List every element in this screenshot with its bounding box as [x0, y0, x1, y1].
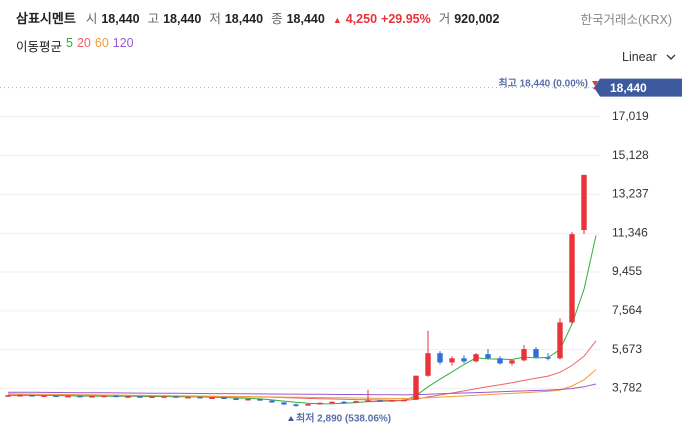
moving-average-line — [7, 340, 597, 401]
change-pct: +29.95% — [381, 12, 431, 26]
candle-body — [485, 354, 491, 359]
candle-body — [557, 322, 563, 359]
scale-mode[interactable]: Linear — [622, 50, 657, 64]
candle-body — [257, 398, 263, 401]
candle-body — [365, 400, 371, 402]
candle-body — [77, 395, 83, 398]
candle-body — [401, 399, 407, 402]
candle-body — [197, 396, 203, 399]
moving-average-line — [7, 235, 597, 405]
candle-body — [509, 360, 515, 364]
candle-body — [341, 401, 347, 404]
field-label: 종 — [271, 12, 283, 26]
moving-average-line — [7, 369, 597, 400]
volume: 920,002 — [454, 12, 500, 26]
candle-body — [329, 401, 335, 404]
candle-body — [269, 400, 275, 403]
y-tick-label: 15,128 — [612, 148, 649, 162]
low-annotation: 최저 2,890 (538.06%) — [296, 412, 391, 425]
y-tick-label: 7,564 — [612, 303, 642, 317]
candle-body — [533, 349, 539, 358]
candle-body — [29, 395, 35, 397]
field-value: 18,440 — [286, 12, 325, 26]
candle-body — [497, 358, 503, 364]
candle-body — [53, 395, 59, 397]
y-tick-label: 11,346 — [612, 225, 648, 239]
candle-body — [101, 395, 107, 398]
stock-name: 삼표시멘트 — [16, 11, 76, 26]
candle-body — [521, 349, 527, 361]
candle-body — [437, 353, 443, 363]
legend-title: 이동평균 — [16, 40, 63, 54]
candle-body — [173, 396, 179, 398]
candle-body — [473, 354, 479, 362]
candle-body — [581, 174, 587, 231]
candle-body — [305, 404, 311, 406]
y-tick-label: 13,237 — [612, 187, 649, 201]
y-tick-label: 17,019 — [612, 109, 649, 123]
price-tag — [594, 78, 682, 97]
scale-dropdown[interactable]: Linear — [622, 50, 676, 64]
candle-body — [461, 358, 467, 362]
field-label: 거 — [438, 12, 451, 26]
candle-body — [185, 396, 191, 399]
candle-body — [5, 395, 11, 397]
candle-body — [113, 395, 119, 398]
candle-body — [161, 396, 167, 398]
candle-body — [209, 397, 215, 400]
field-value: 18,440 — [163, 12, 202, 26]
legend-entry: 60 — [94, 36, 109, 50]
candle-body — [593, 87, 599, 90]
legend-entry: 20 — [76, 36, 91, 50]
y-tick-label: 9,455 — [612, 264, 642, 278]
legend-entry: 5 — [66, 36, 73, 50]
candle-body — [149, 396, 155, 398]
candle-body — [137, 396, 143, 398]
candle-body — [317, 402, 323, 405]
candle-body — [245, 398, 251, 401]
candle-body — [233, 398, 239, 401]
field-value: 18,440 — [224, 12, 264, 26]
candle-body — [389, 400, 395, 402]
field-label: 저 — [209, 12, 221, 26]
exchange: 한국거래소(KRX) — [580, 13, 672, 27]
quote-header: 삼표시멘트 시 18,440 고 18,440 저 18,440 종 18,440 ▲ 4… — [16, 8, 503, 27]
candle-body — [125, 396, 131, 398]
legend-entry: 120 — [112, 36, 134, 50]
candle-body — [89, 396, 95, 398]
candle-body — [17, 395, 23, 397]
candle-body — [281, 402, 287, 405]
price-tag-label: 18,440 — [610, 81, 647, 95]
candle-body — [545, 357, 551, 359]
candle-body — [569, 234, 575, 323]
up-arrow: ▲ — [332, 15, 342, 25]
high-marker — [592, 81, 598, 86]
candle-body — [413, 375, 419, 400]
candle-body — [221, 397, 227, 400]
low-marker — [288, 416, 294, 421]
field-label: 고 — [147, 12, 160, 26]
candle-body — [449, 358, 455, 363]
legend: 이동평균 5 20 60 120 — [16, 36, 134, 55]
candle-body — [65, 395, 71, 398]
candle-body — [41, 395, 47, 397]
chevron — [666, 54, 676, 60]
y-tick-label: 3,782 — [612, 381, 642, 395]
field-label: 시 — [85, 12, 98, 26]
high-annotation: 최고 18,440 (0.00%) — [498, 77, 588, 90]
change: 4,250 — [345, 12, 378, 26]
y-tick-label: 5,673 — [612, 342, 642, 356]
candle-body — [293, 404, 299, 406]
candle-body — [353, 401, 359, 403]
candle-body — [425, 353, 431, 376]
moving-average-line — [8, 383, 597, 396]
candle-body — [377, 400, 383, 402]
field-value: 18,440 — [101, 12, 140, 26]
